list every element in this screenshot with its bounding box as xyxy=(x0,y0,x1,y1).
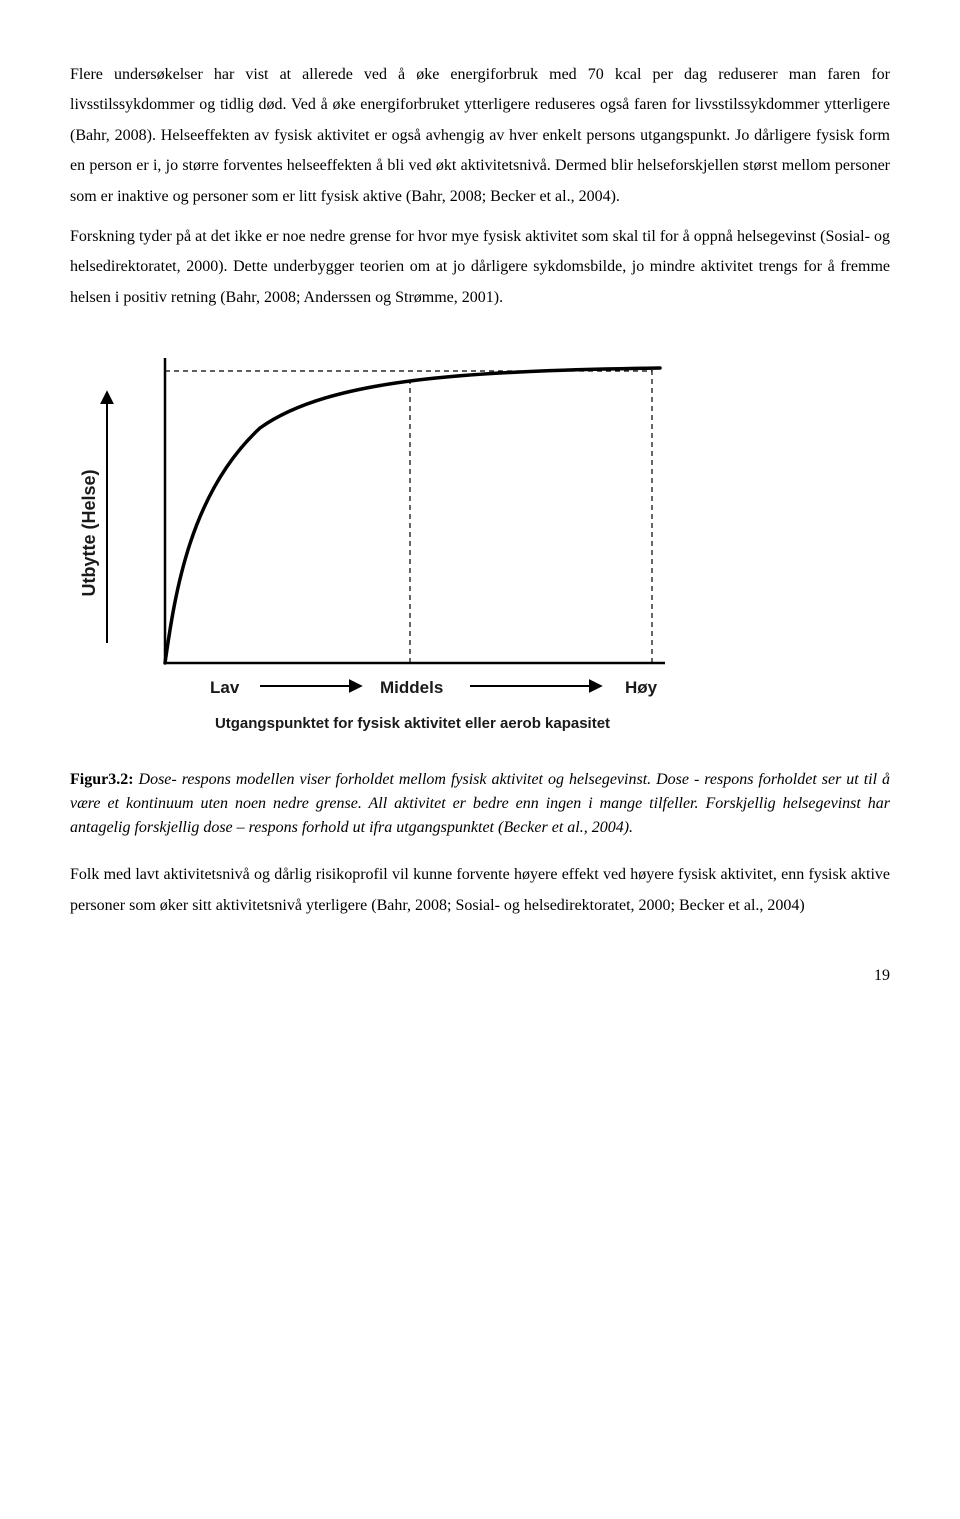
paragraph-1: Flere undersøkelser har vist at allerede… xyxy=(70,60,890,212)
dose-response-figure: Utbytte (Helse) Lav Middels Høy Utgangspunkt… xyxy=(70,333,890,753)
dose-response-chart: Utbytte (Helse) Lav Middels Høy Utgangspunkt… xyxy=(70,333,690,753)
svg-text:Utgangspunktet for fysisk akti: Utgangspunktet for fysisk aktivitet elle… xyxy=(215,715,610,732)
paragraph-2: Forskning tyder på at det ikke er noe ne… xyxy=(70,222,890,313)
figure-caption-text: Dose- respons modellen viser forholdet m… xyxy=(70,771,890,836)
svg-text:Utbytte (Helse): Utbytte (Helse) xyxy=(79,470,99,597)
svg-text:Lav: Lav xyxy=(210,678,240,697)
figure-caption: Figur3.2: Dose- respons modellen viser f… xyxy=(70,768,890,840)
page-number: 19 xyxy=(70,961,890,991)
svg-text:Middels: Middels xyxy=(380,678,443,697)
figure-label: Figur3.2: xyxy=(70,771,134,788)
svg-text:Høy: Høy xyxy=(625,678,658,697)
paragraph-3: Folk med lavt aktivitetsnivå og dårlig r… xyxy=(70,860,890,921)
